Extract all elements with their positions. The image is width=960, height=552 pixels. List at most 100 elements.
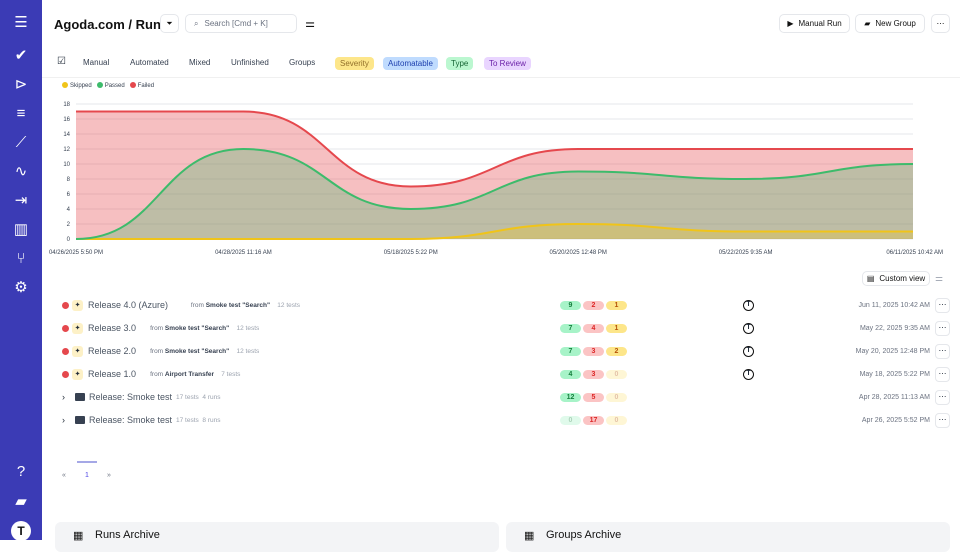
passed-count: 0 — [560, 415, 581, 425]
folder-icon[interactable]: ▰ — [15, 493, 27, 510]
list-item[interactable]: › Release: Smoke test 17 tests 8 runs 0 … — [42, 410, 960, 430]
play-icon[interactable]: ⊳ — [14, 76, 28, 93]
run-source[interactable]: Airport Transfer — [164, 370, 215, 378]
y-tick-label: 0 — [67, 237, 71, 243]
help-icon[interactable]: ? — [16, 463, 26, 480]
run-date: Apr 28, 2025 11:13 AM — [858, 393, 930, 401]
menu-icon[interactable]: ☰ — [14, 14, 28, 31]
failed-status-icon — [62, 370, 69, 378]
manual-run-button[interactable]: ▶ Manual Run — [779, 14, 850, 33]
tag-filter[interactable]: Severity — [335, 57, 374, 70]
steps-icon[interactable]: ⟋ — [15, 134, 27, 151]
skipped-count: 0 — [606, 392, 627, 402]
run-source[interactable]: Smoke test "Search" — [164, 324, 230, 332]
run-date: May 20, 2025 12:48 PM — [855, 347, 930, 355]
run-title[interactable]: Release 4.0 (Azure) — [88, 300, 169, 310]
pulse-icon[interactable]: ∿ — [14, 163, 28, 180]
expand-chevron-icon[interactable]: › — [62, 415, 65, 425]
legend-passed[interactable]: Passed — [96, 82, 125, 89]
tag-filter[interactable]: To Review — [484, 57, 531, 70]
sliders-icon[interactable]: ⚌ — [935, 273, 944, 283]
row-more-button[interactable]: ⋯ — [935, 389, 950, 405]
passed-count: 7 — [560, 346, 581, 356]
select-all-icon[interactable]: ☑ — [57, 56, 66, 67]
list-item[interactable]: ✦ Release 1.0 from Airport Transfer 7 te… — [42, 364, 960, 384]
skipped-count: 2 — [606, 346, 627, 356]
passed-count: 7 — [560, 323, 581, 333]
sliders-icon[interactable]: ⚌ — [304, 14, 316, 33]
tab-mixed[interactable]: Mixed — [189, 58, 211, 67]
run-title[interactable]: Release 3.0 — [88, 323, 137, 333]
passed-count: 9 — [560, 300, 581, 310]
run-source[interactable]: Smoke test "Search" — [205, 301, 271, 309]
test-count: 17 tests — [176, 416, 199, 424]
row-more-button[interactable]: ⋯ — [935, 366, 950, 382]
x-tick-label: 05/18/2025 5:22 PM — [384, 250, 438, 256]
project-link[interactable]: Agoda.com — [54, 17, 125, 32]
x-tick-label: 04/26/2025 5:50 PM — [49, 250, 103, 256]
search-placeholder: Search [Cmd + K] — [204, 19, 268, 28]
legend-skipped[interactable]: Skipped — [62, 82, 92, 89]
list-item[interactable]: › Release: Smoke test 17 tests 4 runs 12… — [42, 387, 960, 407]
list-item[interactable]: ✦ Release 2.0 from Smoke test "Search" 1… — [42, 341, 960, 361]
row-more-button[interactable]: ⋯ — [935, 297, 950, 313]
runs-archive[interactable]: ▦ Runs Archive — [55, 522, 499, 552]
passed-count: 4 — [560, 369, 581, 379]
row-more-button[interactable]: ⋯ — [935, 320, 950, 336]
filter-icon: ⏷ — [166, 18, 173, 28]
table-icon: ▤ — [866, 274, 875, 283]
tab-unfinished[interactable]: Unfinished — [231, 58, 269, 67]
checklist-icon[interactable]: ≡ — [16, 105, 26, 122]
search-input[interactable]: ⌕ Search [Cmd + K] — [185, 14, 297, 33]
failed-count: 5 — [583, 392, 604, 402]
run-title[interactable]: Release 1.0 — [88, 369, 137, 379]
next-page[interactable]: » — [107, 472, 111, 479]
archive-icon: ▦ — [524, 530, 535, 542]
skipped-line — [76, 222, 913, 241]
tab-manual[interactable]: Manual — [83, 58, 110, 67]
failed-status-icon — [62, 301, 69, 309]
check-icon[interactable]: ✔ — [14, 47, 28, 64]
filter-button[interactable]: ⏷ — [160, 14, 179, 33]
list-item[interactable]: ✦ Release 3.0 from Smoke test "Search" 1… — [42, 318, 960, 338]
run-source[interactable]: Smoke test "Search" — [164, 347, 230, 355]
avatar-icon[interactable]: T — [11, 521, 31, 541]
tag-filter[interactable]: Type — [446, 57, 474, 70]
list-item[interactable]: ✦ Release 4.0 (Azure) from Smoke test "S… — [42, 295, 960, 315]
manual-run-icon: ✦ — [72, 322, 83, 334]
runs-chart: 0 2 4 6 8 10 12 14 16 18 04/26/2025 5:50 PM 04/28/2… — [49, 102, 943, 256]
tab-groups[interactable]: Groups — [289, 58, 316, 67]
manual-run-icon: ✦ — [72, 368, 83, 380]
row-more-button[interactable]: ⋯ — [935, 412, 950, 428]
failed-line — [76, 110, 913, 188]
legend-failed[interactable]: Failed — [129, 82, 154, 89]
row-more-button[interactable]: ⋯ — [935, 343, 950, 359]
analytics-icon[interactable]: ▥ — [13, 221, 29, 238]
breadcrumb-separator: / — [128, 17, 133, 32]
user-avatar: T — [743, 299, 754, 311]
custom-view-button[interactable]: ▤ Custom view — [862, 271, 930, 286]
import-icon[interactable]: ⇥ — [14, 192, 28, 209]
branch-icon[interactable]: ⑂ — [16, 250, 26, 267]
more-button[interactable]: ⋯ — [931, 14, 950, 33]
tag-filter[interactable]: Automatable — [383, 57, 438, 70]
test-count: 12 tests — [236, 347, 260, 355]
expand-chevron-icon[interactable]: › — [62, 392, 65, 402]
page-1[interactable]: 1 — [85, 472, 89, 479]
run-date: May 22, 2025 9:35 AM — [859, 324, 930, 332]
new-group-button[interactable]: ▰ New Group — [855, 14, 925, 33]
prev-page[interactable]: « — [62, 472, 66, 479]
settings-icon[interactable]: ⚙ — [14, 279, 28, 296]
custom-view-label: Custom view — [879, 274, 926, 283]
failed-status-icon — [62, 347, 69, 355]
tab-automated[interactable]: Automated — [130, 58, 169, 67]
group-title[interactable]: Release: Smoke test — [89, 392, 173, 402]
groups-archive[interactable]: ▦ Groups Archive — [506, 522, 950, 552]
test-count: 12 tests — [277, 301, 301, 309]
failed-count: 3 — [583, 369, 604, 379]
failed-count: 4 — [583, 323, 604, 333]
group-title[interactable]: Release: Smoke test — [89, 415, 173, 425]
run-title[interactable]: Release 2.0 — [88, 346, 137, 356]
skipped-count: 0 — [606, 369, 627, 379]
user-avatar: T — [743, 322, 754, 334]
